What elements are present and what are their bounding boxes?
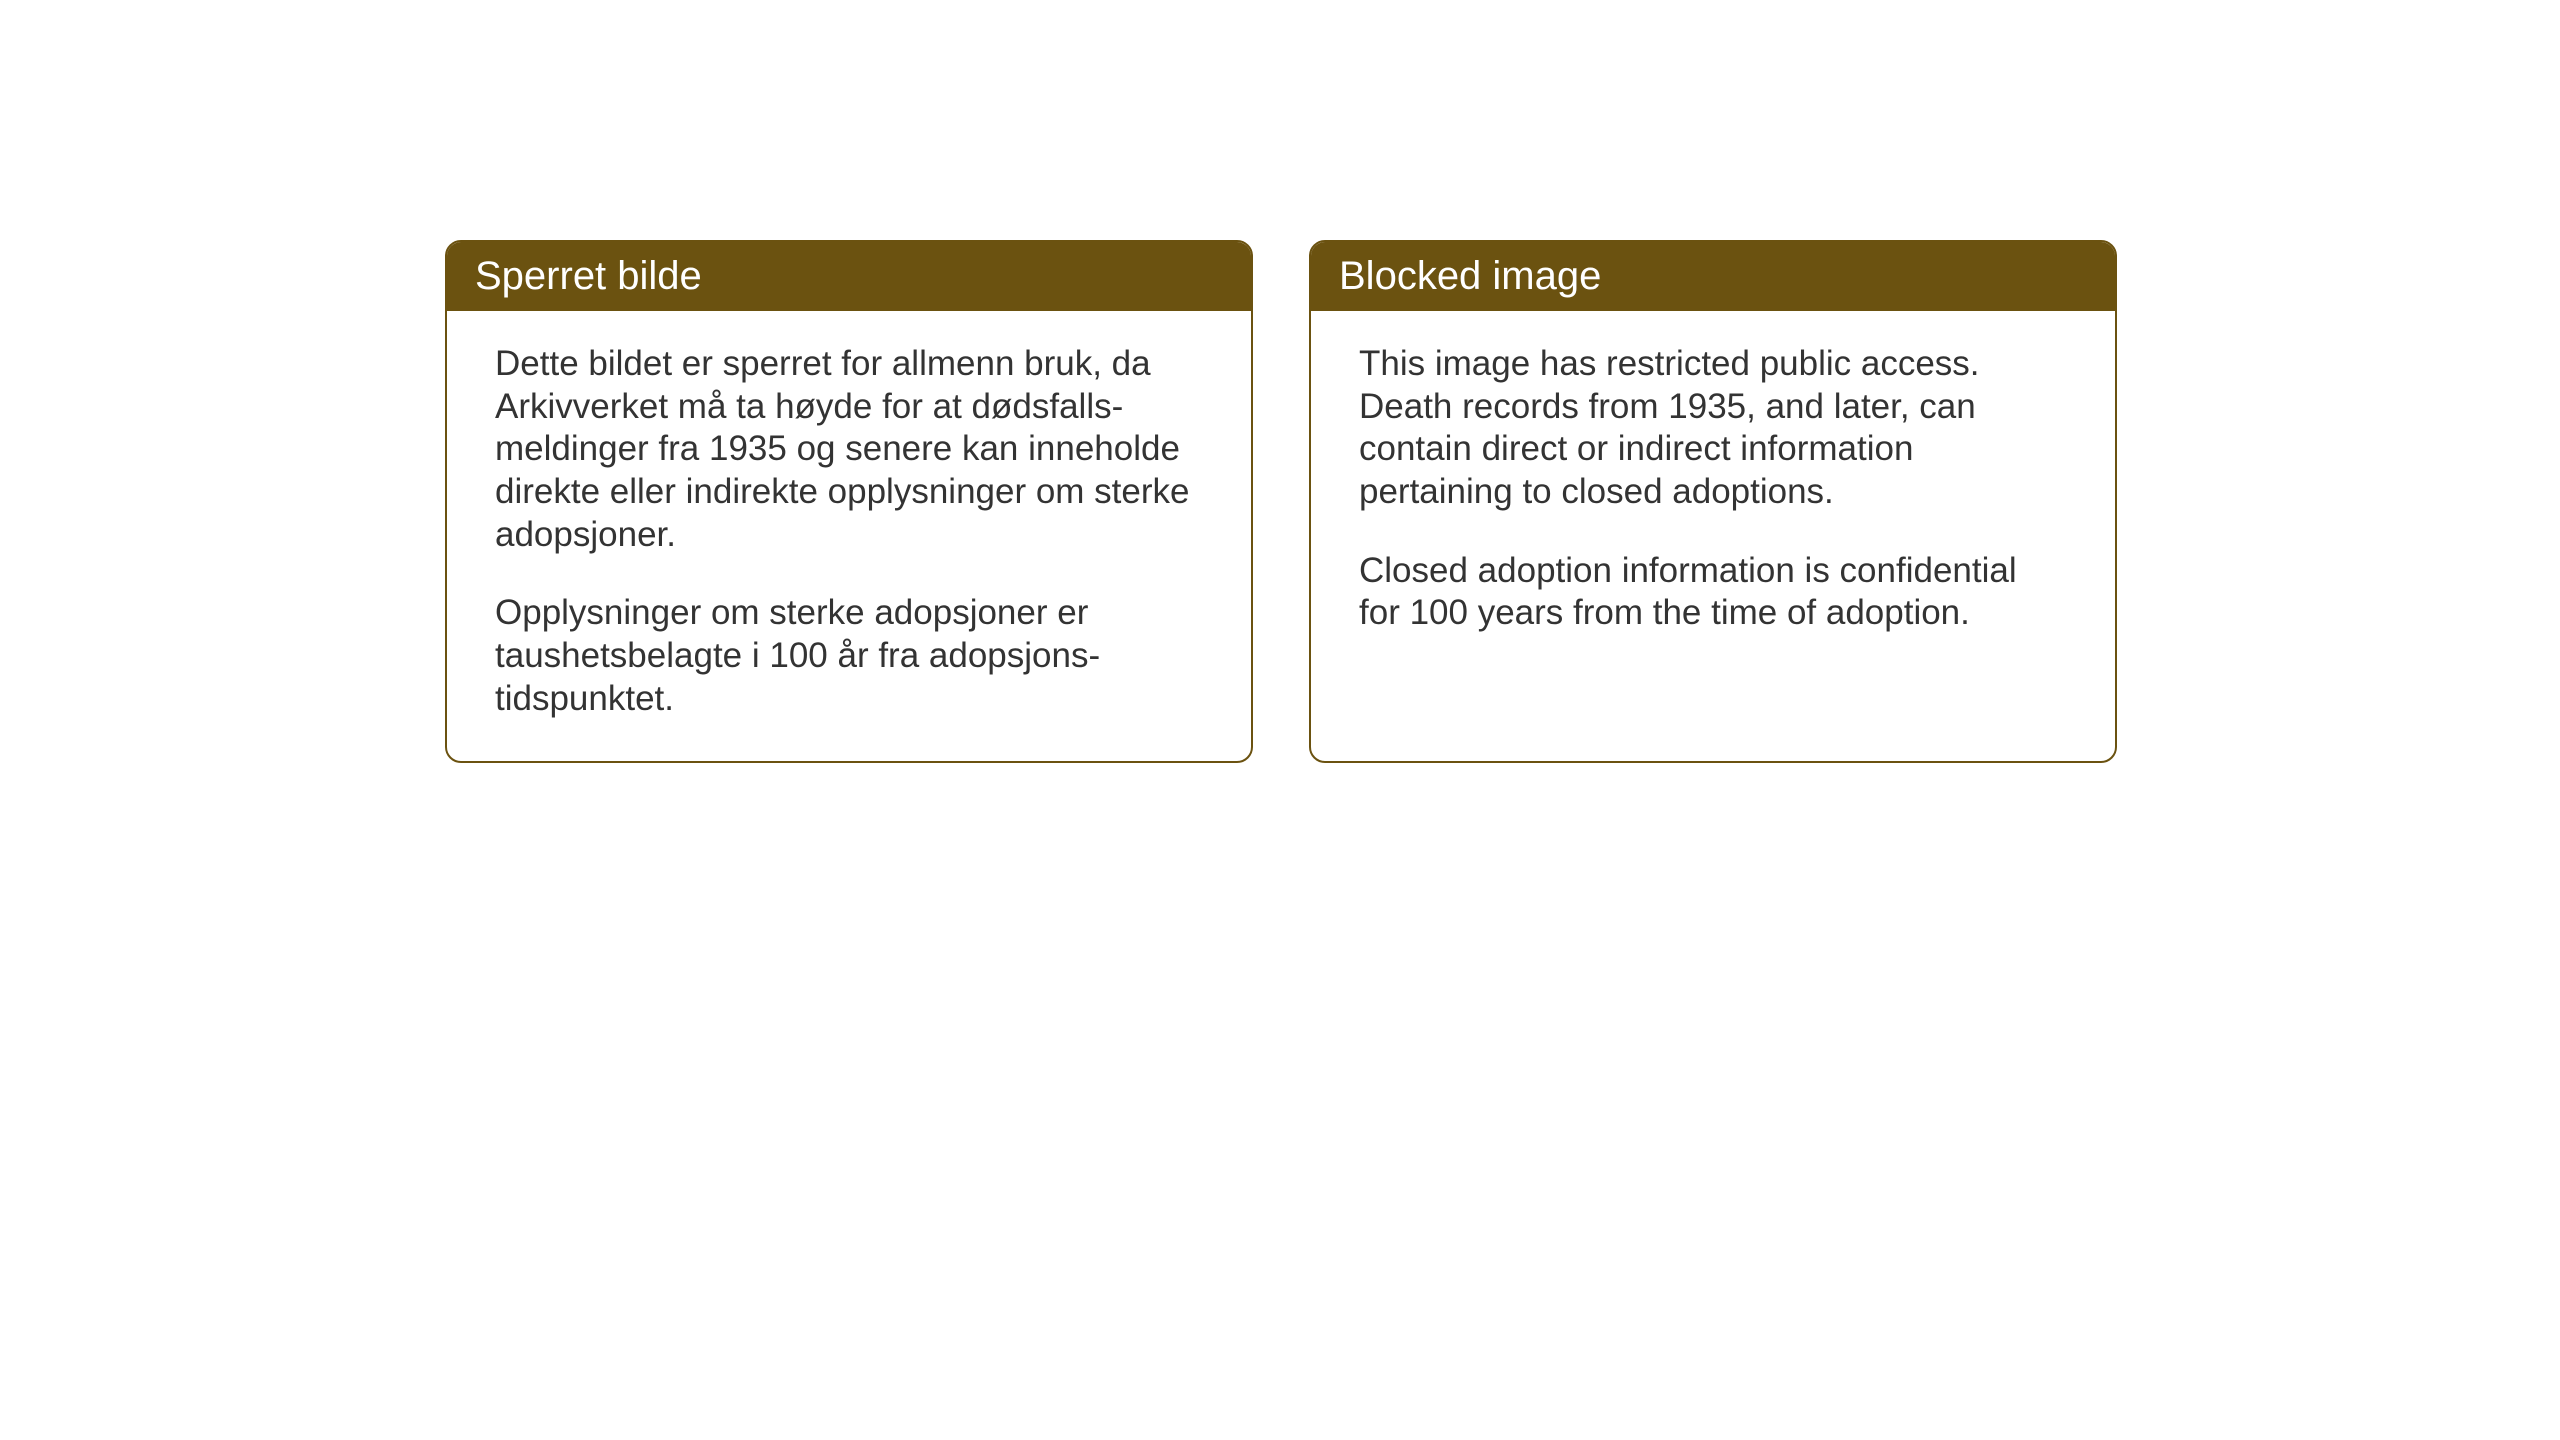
card-paragraph-1-norwegian: Dette bildet er sperret for allmenn bruk… [495,343,1203,556]
card-paragraph-2-norwegian: Opplysninger om sterke adopsjoner er tau… [495,592,1203,720]
card-body-norwegian: Dette bildet er sperret for allmenn bruk… [447,311,1251,761]
card-body-english: This image has restricted public access.… [1311,311,2115,675]
card-header-norwegian: Sperret bilde [447,242,1251,311]
notice-cards-container: Sperret bilde Dette bildet er sperret fo… [445,240,2117,763]
notice-card-norwegian: Sperret bilde Dette bildet er sperret fo… [445,240,1253,763]
card-paragraph-1-english: This image has restricted public access.… [1359,343,2067,514]
card-header-english: Blocked image [1311,242,2115,311]
card-title-norwegian: Sperret bilde [475,254,702,298]
card-paragraph-2-english: Closed adoption information is confident… [1359,550,2067,635]
card-title-english: Blocked image [1339,254,1601,298]
notice-card-english: Blocked image This image has restricted … [1309,240,2117,763]
